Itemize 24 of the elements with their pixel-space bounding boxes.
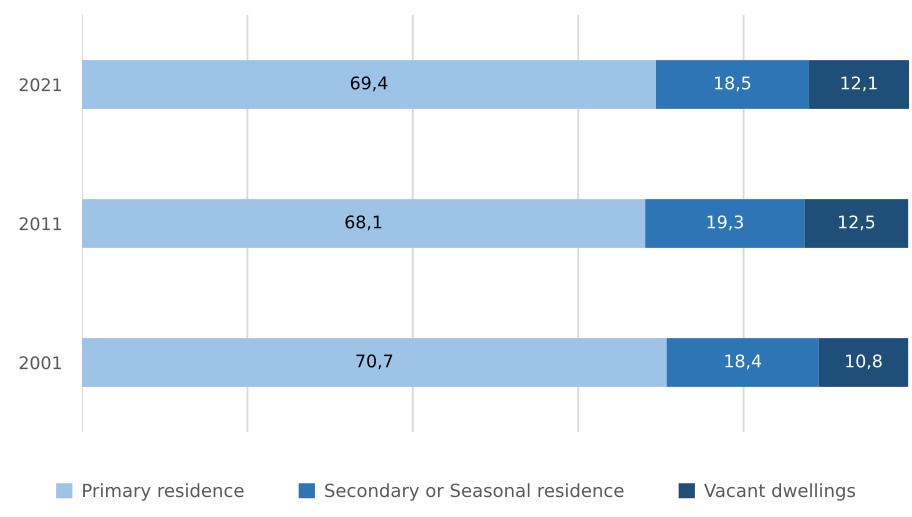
- bar: [808, 60, 909, 109]
- legend-label: Vacant dwellings: [704, 483, 856, 501]
- y-tick-label: 2011: [20, 217, 61, 230]
- bar: [818, 338, 908, 387]
- y-tick-label: 2021: [20, 78, 61, 92]
- data-label: 12,1: [842, 76, 877, 92]
- legend-label: Secondary or Seasonal residence: [325, 483, 624, 501]
- y-tick-label: 2001: [20, 356, 61, 370]
- bar: [804, 199, 908, 248]
- data-label: 18,4: [725, 354, 762, 370]
- bar: [82, 338, 667, 387]
- data-label: 70,7: [356, 354, 392, 370]
- data-label: 19,3: [708, 215, 743, 230]
- bar: [645, 199, 805, 248]
- bar: [82, 199, 646, 248]
- legend-label: Primary residence: [83, 483, 244, 501]
- bar: [82, 60, 656, 109]
- data-label: 10,8: [846, 354, 882, 370]
- data-label: 69,4: [350, 76, 388, 92]
- data-label: 18,5: [715, 76, 750, 92]
- data-label: 68,1: [345, 215, 382, 230]
- bar: [666, 338, 819, 387]
- bar: [656, 60, 809, 109]
- data-label: 12,5: [839, 215, 874, 230]
